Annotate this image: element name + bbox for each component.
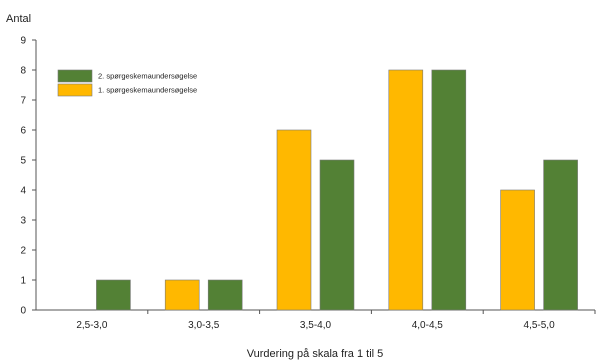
bar-survey-2-2 (319, 159, 355, 311)
y-tick-label: 7 (20, 96, 26, 107)
legend-label: 2. spørgeskemaundersøgelse (98, 72, 197, 81)
y-tick-label: 5 (20, 156, 26, 167)
bar-survey-1-4 (500, 189, 535, 311)
legend-swatch (57, 69, 93, 83)
bar-survey-1-2 (276, 129, 312, 311)
y-tick-label: 4 (20, 186, 26, 197)
y-tick-label: 3 (20, 216, 26, 227)
y-tick-label: 6 (20, 126, 26, 137)
y-axis: 0 1 2 3 4 5 6 7 8 9 (20, 36, 37, 317)
bars-group (96, 69, 578, 311)
y-tick-label: 2 (20, 246, 26, 257)
bar-survey-2-4 (543, 159, 578, 311)
x-axis-title: Vurdering på skala fra 1 til 5 (247, 348, 384, 360)
x-tick-label: 4,0-4,5 (412, 320, 444, 331)
y-tick-label: 1 (20, 276, 26, 287)
legend: 2. spørgeskemaundersøgelse 1. spørgeskema… (57, 69, 197, 97)
x-tick-label: 4,5-5,0 (524, 320, 556, 331)
y-tick-label: 8 (20, 66, 26, 77)
y-tick-label: 0 (20, 306, 26, 317)
bar-survey-2-3 (431, 69, 467, 311)
legend-swatch (57, 83, 93, 97)
x-tick-label: 3,0-3,5 (188, 320, 220, 331)
x-axis: 2,5-3,0 3,0-3,5 3,5-4,0 4,0-4,5 4,5-5,0 (36, 309, 596, 331)
legend-label: 1. spørgeskemaundersøgelse (98, 86, 197, 95)
y-tick-label: 9 (20, 36, 26, 47)
x-tick-label: 2,5-3,0 (76, 320, 108, 331)
x-tick-label: 3,5-4,0 (300, 320, 332, 331)
bar-survey-2-1 (207, 279, 243, 311)
bar-survey-1-3 (388, 69, 424, 311)
y-axis-title: Antal (6, 13, 31, 25)
bar-survey-1-1 (164, 279, 200, 311)
bar-survey-2-0 (96, 279, 131, 311)
